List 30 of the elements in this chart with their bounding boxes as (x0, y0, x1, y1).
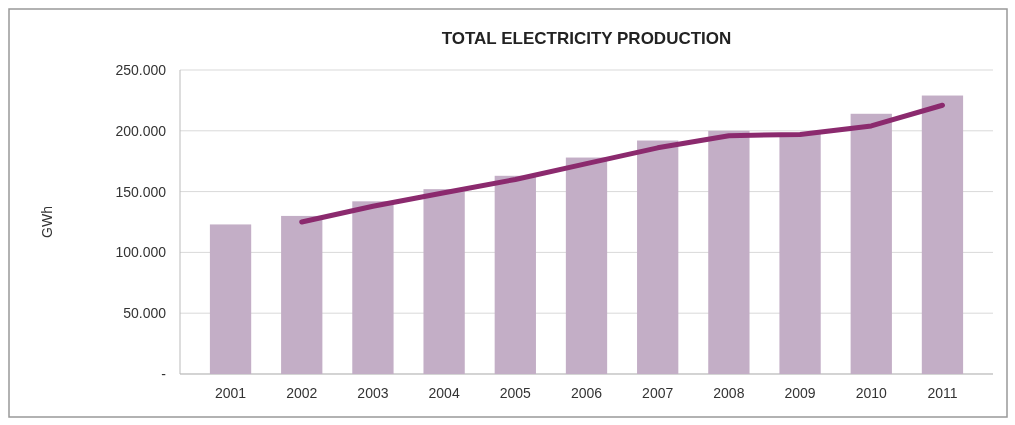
y-tick-label: 250.000 (115, 61, 167, 78)
x-tick-label: 2006 (570, 385, 603, 401)
x-tick-label: 2003 (357, 385, 389, 401)
x-tick-label: 2011 (927, 385, 958, 401)
bar (281, 215, 323, 374)
x-tick-label: 2009 (784, 385, 816, 401)
bar (565, 157, 608, 374)
bar (779, 133, 821, 374)
y-tick-label: 100.000 (115, 244, 167, 261)
x-tick-label: 2002 (286, 385, 318, 401)
bar (494, 175, 536, 374)
bar (423, 189, 465, 374)
bar (850, 113, 892, 374)
bar (921, 95, 964, 374)
x-tick-label: 2001 (214, 385, 247, 401)
y-axis-title: GWh (39, 206, 55, 238)
bar (708, 130, 750, 374)
y-tick-label: 50.000 (123, 305, 167, 322)
bar (637, 140, 679, 374)
y-tick-label: 150.000 (115, 183, 167, 200)
bar (352, 201, 394, 374)
x-tick-label: 2005 (499, 385, 532, 401)
y-tick-label: 200.000 (115, 122, 167, 139)
bar (209, 224, 252, 374)
x-tick-label: 2004 (428, 385, 460, 401)
x-tick-label: 2008 (713, 385, 745, 401)
x-tick-label: 2007 (642, 385, 674, 401)
y-tick-label: - (161, 365, 167, 382)
chart-title: TOTAL ELECTRICITY PRODUCTION (441, 29, 732, 48)
x-tick-label: 2010 (855, 385, 888, 401)
